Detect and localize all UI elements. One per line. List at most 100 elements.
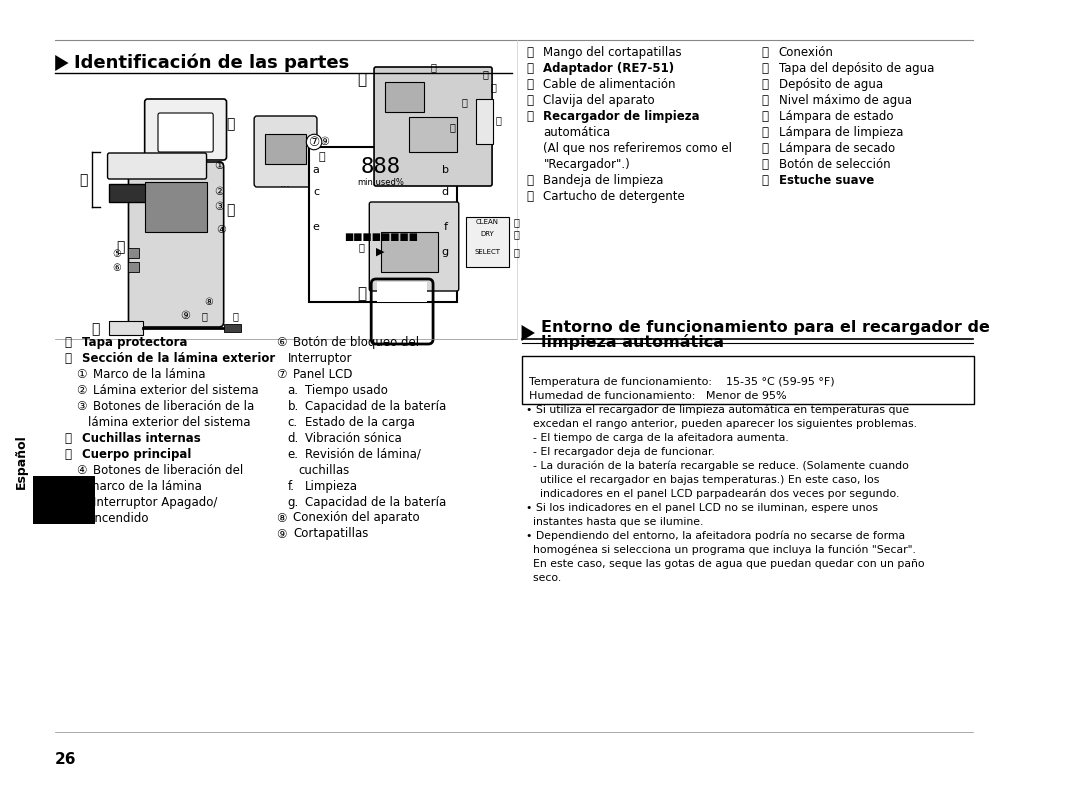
Text: c: c: [313, 187, 319, 197]
Text: ⓣ: ⓣ: [359, 242, 365, 252]
Text: a.: a.: [287, 383, 298, 397]
Text: ⓙ: ⓙ: [526, 45, 534, 59]
Text: Lámpara de secado: Lámpara de secado: [779, 142, 894, 154]
Text: Capacidad de la batería: Capacidad de la batería: [305, 399, 446, 413]
Text: ⓥ: ⓥ: [761, 142, 769, 154]
Bar: [109, 184, 204, 202]
Bar: [224, 324, 241, 332]
Text: ③: ③: [214, 202, 225, 212]
Text: Tapa del depósito de agua: Tapa del depósito de agua: [779, 62, 934, 74]
Text: Ⓓ: Ⓓ: [65, 447, 71, 460]
Polygon shape: [522, 325, 535, 341]
Text: ⓔ: ⓔ: [526, 62, 534, 74]
Text: b.: b.: [287, 399, 299, 413]
Text: excedan el rango anterior, pueden aparecer los siguientes problemas.: excedan el rango anterior, pueden aparec…: [526, 419, 917, 429]
Text: ⑦: ⑦: [309, 135, 320, 149]
Text: utilice el recargador en bajas temperaturas.) En este caso, los: utilice el recargador en bajas temperatu…: [526, 475, 880, 485]
Text: ⓢ: ⓢ: [496, 115, 502, 125]
Text: ⓟ: ⓟ: [449, 122, 455, 132]
Bar: [109, 321, 143, 335]
Text: Ⓒ: Ⓒ: [65, 432, 71, 444]
Text: Identificación de las partes: Identificación de las partes: [75, 54, 350, 72]
Text: Mango del cortapatillas: Mango del cortapatillas: [543, 45, 683, 59]
Text: c.: c.: [287, 416, 298, 428]
Text: Ⓖ: Ⓖ: [357, 287, 366, 302]
Bar: [265, 134, 307, 164]
Bar: [377, 282, 428, 302]
Text: Lámina exterior del sistema: Lámina exterior del sistema: [93, 383, 259, 397]
Text: a: a: [312, 165, 320, 175]
Text: ⑥: ⑥: [276, 336, 286, 348]
Text: ⑧: ⑧: [204, 297, 214, 307]
Text: Lámpara de estado: Lámpara de estado: [779, 109, 893, 123]
FancyBboxPatch shape: [158, 113, 213, 152]
Text: Lámpara de limpieza: Lámpara de limpieza: [779, 125, 903, 139]
FancyBboxPatch shape: [374, 67, 492, 186]
Text: Vibración sónica: Vibración sónica: [305, 432, 402, 444]
Text: ⓔ: ⓔ: [91, 322, 99, 336]
Text: ①: ①: [77, 367, 86, 380]
Text: indicadores en el panel LCD parpadearán dos veces por segundo.: indicadores en el panel LCD parpadearán …: [526, 489, 900, 499]
Text: ⓟ: ⓟ: [761, 45, 769, 59]
Text: Español: Español: [14, 435, 27, 489]
Text: (Al que nos referiremos como el: (Al que nos referiremos como el: [543, 142, 732, 154]
Bar: [522, 356, 974, 404]
Text: b: b: [442, 165, 449, 175]
Text: - El tiempo de carga de la afeitadora aumenta.: - El tiempo de carga de la afeitadora au…: [526, 433, 789, 443]
Text: Botón de selección: Botón de selección: [779, 158, 890, 170]
Text: ⓒ: ⓒ: [526, 173, 534, 186]
Text: seco.: seco.: [526, 573, 562, 583]
Bar: [145, 182, 207, 232]
Text: Ⓓ: Ⓓ: [117, 240, 125, 254]
Text: ④: ④: [77, 463, 86, 477]
Text: ④: ④: [216, 225, 226, 235]
Text: instantes hasta que se ilumine.: instantes hasta que se ilumine.: [526, 517, 704, 527]
Bar: [309, 147, 457, 302]
Text: ⓝ: ⓝ: [430, 62, 436, 72]
Text: lámina exterior del sistema: lámina exterior del sistema: [87, 416, 251, 428]
Text: ⑨: ⑨: [180, 311, 190, 321]
FancyBboxPatch shape: [254, 116, 316, 187]
Text: Interruptor Apagado/: Interruptor Apagado/: [93, 496, 218, 508]
Text: Capacidad de la batería: Capacidad de la batería: [305, 496, 446, 508]
Text: - El recargador deja de funcionar.: - El recargador deja de funcionar.: [526, 447, 715, 457]
Text: ⑥: ⑥: [112, 263, 121, 273]
Text: Interruptor: Interruptor: [287, 352, 352, 364]
FancyBboxPatch shape: [129, 162, 224, 327]
Text: Humedad de funcionamiento:   Menor de 95%: Humedad de funcionamiento: Menor de 95%: [529, 391, 787, 401]
Text: Sección de la lámina exterior: Sección de la lámina exterior: [82, 352, 275, 364]
Text: ⓡ: ⓡ: [490, 82, 496, 92]
Bar: [127, 262, 139, 272]
Text: Estuche suave: Estuche suave: [779, 173, 874, 186]
Polygon shape: [55, 55, 68, 71]
Text: ②: ②: [77, 383, 86, 397]
Text: d.: d.: [287, 432, 299, 444]
Text: g: g: [442, 247, 449, 257]
Text: Cartucho de detergente: Cartucho de detergente: [543, 189, 685, 203]
Text: f.: f.: [287, 479, 295, 493]
Text: ⓞ: ⓞ: [319, 152, 325, 162]
Bar: [386, 82, 423, 112]
Text: ⓟ: ⓟ: [514, 229, 519, 239]
Text: Adaptador (RE7-51): Adaptador (RE7-51): [543, 62, 675, 74]
Text: • Si utiliza el recargador de limpieza automática en temperaturas que: • Si utiliza el recargador de limpieza a…: [526, 405, 909, 415]
Text: d: d: [442, 187, 449, 197]
Text: ⓓ: ⓓ: [526, 189, 534, 203]
Text: Conexión: Conexión: [779, 45, 834, 59]
Text: ⓠ: ⓠ: [761, 62, 769, 74]
Text: Tiempo usado: Tiempo usado: [305, 383, 388, 397]
Text: ...: ...: [280, 179, 291, 189]
Text: ②: ②: [214, 187, 225, 197]
Text: e: e: [312, 222, 320, 232]
Text: DRY: DRY: [481, 231, 495, 237]
Text: ⑦: ⑦: [276, 367, 286, 380]
Text: ⓛ: ⓛ: [514, 247, 519, 257]
Text: Temperatura de funcionamiento:    15-35 °C (59-95 °F): Temperatura de funcionamiento: 15-35 °C …: [529, 377, 835, 387]
Text: Nivel máximo de agua: Nivel máximo de agua: [779, 93, 912, 106]
Text: ⓑ: ⓑ: [526, 93, 534, 106]
Text: f: f: [444, 222, 447, 232]
Bar: [476, 99, 494, 144]
Text: "Recargador".): "Recargador".): [543, 158, 631, 170]
Text: marco de la lámina: marco de la lámina: [87, 479, 202, 493]
Text: ⑨: ⑨: [276, 527, 286, 540]
